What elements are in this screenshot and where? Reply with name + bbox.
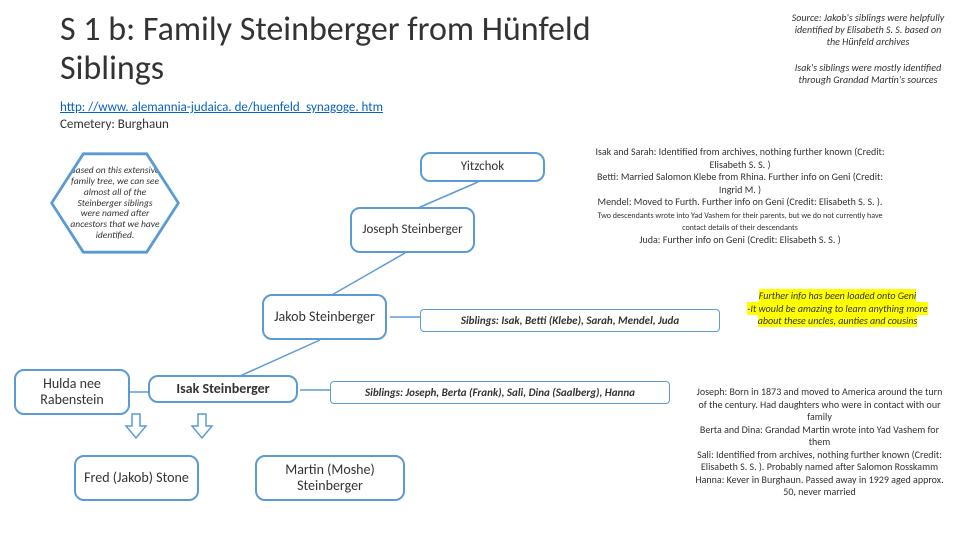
note-hl2: -It would be amazing to learn anything m… — [747, 302, 927, 328]
node-isak: Isak Steinberger — [148, 375, 298, 403]
note-joseph-detail: Joseph: Born in 1873 and moved to Americ… — [692, 386, 947, 499]
node-label: Fred (Jakob) Stone — [84, 470, 189, 486]
node-martin: Martin (Moshe) Steinberger — [255, 455, 405, 501]
note-hl1: Further info has been loaded onto Geni — [759, 289, 916, 302]
siblings-isak: Siblings: Joseph, Berta (Frank), Sali, D… — [330, 381, 670, 404]
hexagon-note: Based on this extensive family tree, we … — [50, 148, 180, 258]
node-jakob: Jakob Steinberger — [262, 294, 387, 340]
node-label: Hulda nee Rabenstein — [24, 376, 120, 408]
arrow-down-icon — [124, 412, 148, 440]
node-label: Isak Steinberger — [176, 381, 269, 397]
node-hulda: Hulda nee Rabenstein — [14, 369, 130, 415]
node-fred: Fred (Jakob) Stone — [74, 455, 199, 501]
source-link[interactable]: http: //www. alemannia-judaica. de/huenf… — [60, 100, 383, 115]
node-label: Jakob Steinberger — [274, 309, 375, 325]
arrow-down-icon — [190, 412, 214, 440]
note-geni: Further info has been loaded onto Geni -… — [745, 290, 930, 328]
node-label: Joseph Steinberger — [362, 223, 462, 238]
title-line2: Siblings — [60, 48, 164, 89]
title-line1: S 1 b: Family Steinberger from Hünfeld — [60, 9, 591, 50]
hexagon-text: Based on this extensive family tree, we … — [52, 150, 178, 256]
node-label: Martin (Moshe) Steinberger — [265, 462, 395, 494]
cemetery-label: Cemetery: Burghaun — [60, 117, 169, 132]
node-joseph: Joseph Steinberger — [350, 207, 475, 253]
note-juda: Juda: Further info on Geni (Credit: Elis… — [639, 233, 840, 246]
note-text: Isak and Sarah: Identified from archives… — [595, 145, 884, 208]
siblings-jakob: Siblings: Isak, Betti (Klebe), Sarah, Me… — [420, 309, 720, 332]
source-note-1: Source: Jakob's siblings were helpfully … — [788, 12, 948, 48]
source-note-2: Isak's siblings were mostly identified t… — [788, 62, 948, 86]
node-label: Yitzchok — [461, 160, 504, 175]
note-archives: Isak and Sarah: Identified from archives… — [590, 146, 890, 246]
page-title: S 1 b: Family Steinberger from Hünfeld S… — [60, 10, 591, 88]
note-text-small: Two descendants wrote into Yad Vashem fo… — [598, 211, 883, 234]
node-yitzchok: Yitzchok — [420, 152, 545, 182]
